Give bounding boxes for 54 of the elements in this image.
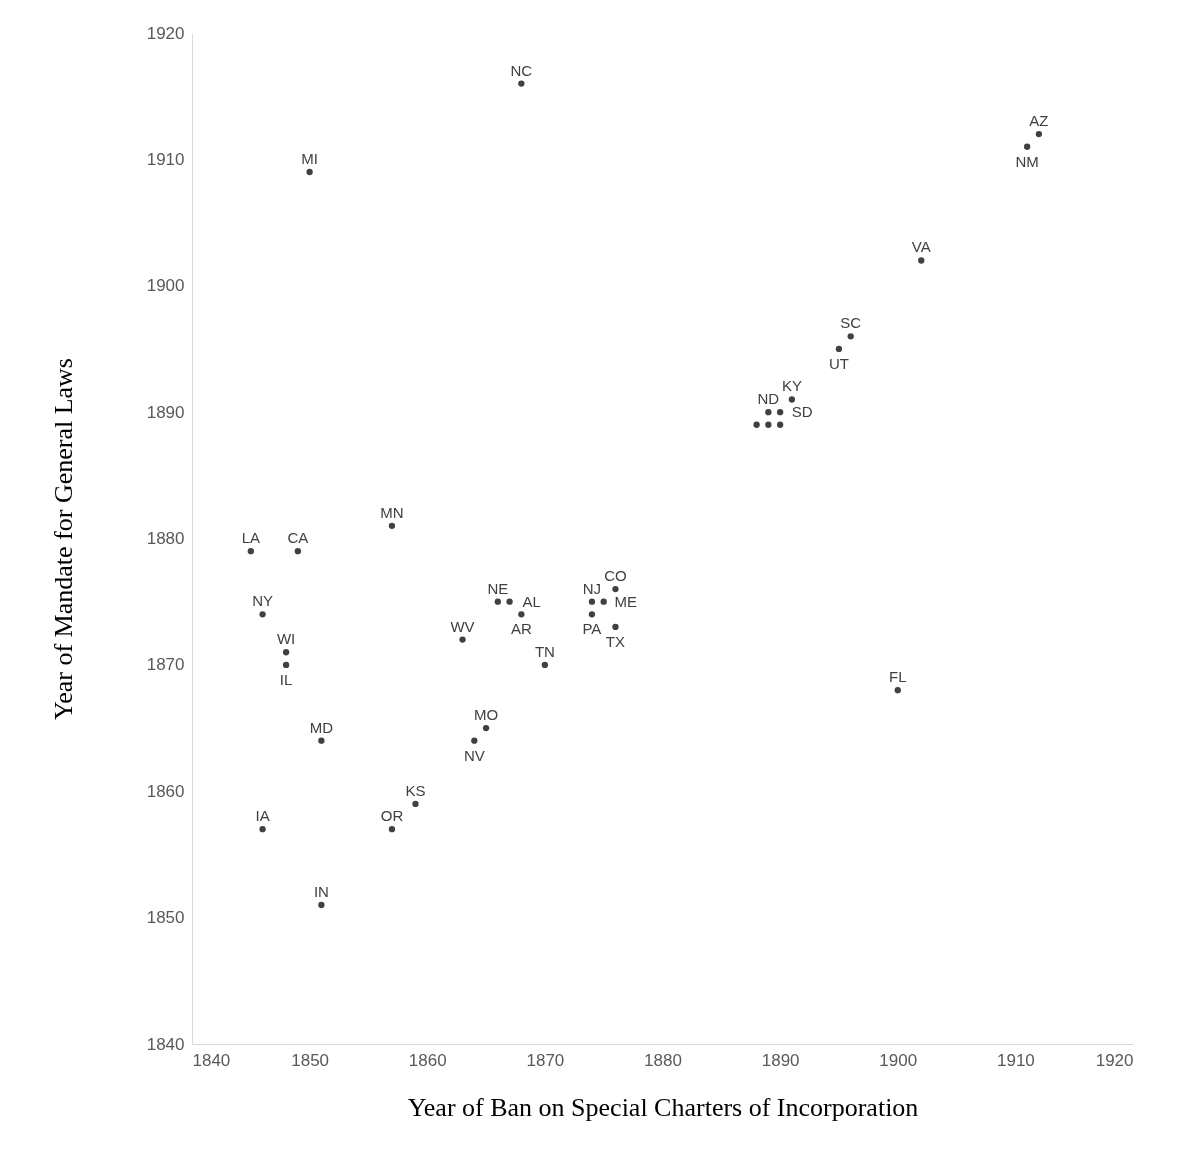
data-label: MD <box>309 718 334 736</box>
data-label: KS <box>405 781 426 799</box>
y-tick-label: 1900 <box>146 276 185 296</box>
x-tick-label: 1840 <box>192 1050 231 1070</box>
y-tick-label: 1850 <box>146 908 185 928</box>
y-tick-label: 1890 <box>146 402 185 422</box>
data-label: IA <box>255 807 270 825</box>
data-label: NE <box>487 579 509 597</box>
data-label: AR <box>510 620 532 638</box>
data-label: MN <box>380 503 404 521</box>
x-tick-label: 1870 <box>526 1050 565 1070</box>
x-tick-label: 1860 <box>408 1050 447 1070</box>
data-label: NY <box>252 592 273 610</box>
y-tick-label: 1920 <box>146 23 185 43</box>
data-label: ND <box>757 390 780 408</box>
data-label: TN <box>534 642 555 660</box>
y-tick-label: 1840 <box>146 1034 185 1054</box>
y-tick-label: 1870 <box>146 655 185 675</box>
data-label: CA <box>287 529 309 547</box>
data-label: KY <box>781 377 802 395</box>
data-label: OR <box>380 807 404 825</box>
data-label: LA <box>241 529 260 547</box>
x-tick-label: 1910 <box>996 1050 1035 1070</box>
data-label: WI <box>276 630 296 648</box>
x-tick-label: 1880 <box>644 1050 682 1070</box>
x-axis-title: Year of Ban on Special Charters of Incorporation <box>407 1092 919 1122</box>
data-label: FL <box>888 668 907 686</box>
x-tick-label: 1920 <box>1095 1050 1134 1070</box>
data-label: IL <box>279 670 293 688</box>
data-label: NM <box>1015 152 1039 170</box>
y-tick-label: 1910 <box>146 149 185 169</box>
data-label: PA <box>582 620 602 638</box>
x-tick-label: 1900 <box>879 1050 918 1070</box>
data-label: SC <box>840 314 862 332</box>
data-label: WV <box>450 617 475 635</box>
data-label: MO <box>473 706 499 724</box>
data-label: MI <box>301 150 318 168</box>
data-label: NC <box>510 61 533 79</box>
y-tick-label: 1860 <box>146 781 185 801</box>
data-label: AL <box>522 592 541 610</box>
data-label: CO <box>604 567 627 585</box>
data-label: VA <box>911 238 931 256</box>
data-label: NJ <box>582 579 602 597</box>
x-tick-label: 1850 <box>291 1050 330 1070</box>
data-label: SD <box>791 403 813 421</box>
data-label: IN <box>313 882 329 900</box>
data-label: TX <box>605 632 626 650</box>
data-label: AZ <box>1029 112 1049 130</box>
data-label: NV <box>463 746 485 764</box>
data-label: ME <box>614 592 637 610</box>
y-tick-label: 1880 <box>146 529 185 548</box>
x-tick-label: 1890 <box>761 1050 800 1070</box>
data-label: UT <box>828 354 849 372</box>
y-axis-title: Year of Mandate for General Laws <box>48 358 78 720</box>
